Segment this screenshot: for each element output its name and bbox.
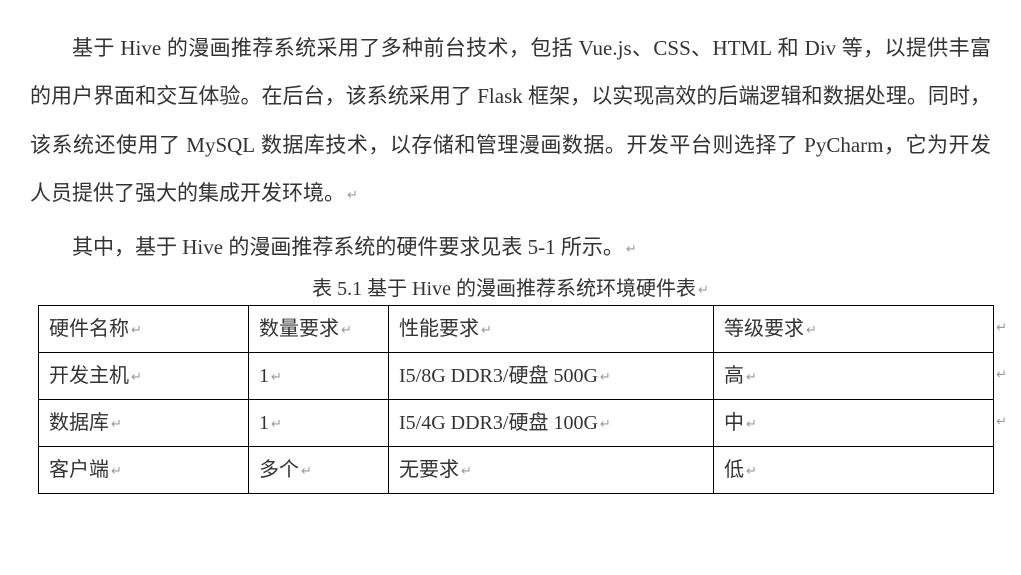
return-mark: ↵ [299,463,312,478]
latin-run: Hive [182,235,223,259]
cell-text: 1 [259,365,269,387]
latin-run: Hive [412,278,451,300]
latin-run: HTML [713,36,773,60]
table-cell: I5/4G DDR3/硬盘 100G↵ [389,400,714,447]
table-cell: 1↵ [249,400,389,447]
latin-run: PyCharm [804,133,883,157]
cell-text: 1 [259,412,269,434]
return-mark: ↵ [624,241,637,256]
table-cell: 低↵ [714,447,994,494]
cell-text: 等级要求 [724,318,804,340]
table-header-cell: 硬件名称↵ [39,306,249,353]
return-mark: ↵ [109,463,122,478]
paragraph-2-text: 其中，基于 Hive 的漫画推荐系统的硬件要求见表 5-1 所示。 [72,235,624,259]
cell-text: I5/4G DDR3/硬盘 100G [399,412,598,434]
text-run: 表 5.1 基于 [312,278,412,300]
return-mark-outer: ↵ [996,410,1007,435]
cell-text: 低 [724,459,744,481]
paragraph-2: 其中，基于 Hive 的漫画推荐系统的硬件要求见表 5-1 所示。↵ [30,223,991,271]
return-mark: ↵ [479,322,492,337]
return-mark: ↵ [598,369,611,384]
return-mark: ↵ [459,463,472,478]
table-row: 开发主机↵1↵I5/8G DDR3/硬盘 500G↵高↵↵ [39,353,994,400]
return-mark: ↵ [598,416,611,431]
table-header-cell: 性能要求↵ [389,306,714,353]
table-caption-text: 表 5.1 基于 Hive 的漫画推荐系统环境硬件表 [312,278,696,300]
return-mark: ↵ [129,369,142,384]
return-mark: ↵ [345,187,358,202]
cell-text: 硬件名称 [49,318,129,340]
cell-text: 开发主机 [49,365,129,387]
table-cell: 多个↵ [249,447,389,494]
paragraph-1-text: 基于 Hive 的漫画推荐系统采用了多种前台技术，包括 Vue.js、CSS、H… [30,36,991,205]
return-mark-outer: ↵ [996,316,1007,341]
paragraph-1: 基于 Hive 的漫画推荐系统采用了多种前台技术，包括 Vue.js、CSS、H… [30,24,991,217]
cell-text: 中 [724,412,744,434]
text-run: 和 [772,36,805,60]
text-run: 其中，基于 [72,235,182,259]
text-run: 数据库技术，以存储和管理漫画数据。开发平台则选择了 [255,133,804,157]
table-row: 硬件名称↵数量要求↵性能要求↵等级要求↵↵ [39,306,994,353]
return-mark: ↵ [129,322,142,337]
table-cell: 高↵↵ [714,353,994,400]
text-run: 、 [691,36,713,60]
latin-run: Div [805,36,837,60]
table-cell: I5/8G DDR3/硬盘 500G↵ [389,353,714,400]
cell-text: 数量要求 [259,318,339,340]
table-caption: 表 5.1 基于 Hive 的漫画推荐系统环境硬件表↵ [30,273,991,305]
table-cell: 数据库↵ [39,400,249,447]
latin-run: MySQL [186,133,255,157]
latin-run: Hive [120,36,161,60]
text-run: 的漫画推荐系统环境硬件表 [451,278,696,300]
return-mark: ↵ [744,416,757,431]
cell-text: 多个 [259,459,299,481]
return-mark: ↵ [269,416,282,431]
return-mark: ↵ [109,416,122,431]
table-row: 数据库↵1↵I5/4G DDR3/硬盘 100G↵中↵↵ [39,400,994,447]
return-mark: ↵ [744,463,757,478]
table-cell: 客户端↵ [39,447,249,494]
text-run: 、 [632,36,654,60]
cell-text: I5/8G DDR3/硬盘 500G [399,365,598,387]
table-cell: 无要求↵ [389,447,714,494]
return-mark: ↵ [269,369,282,384]
return-mark: ↵ [339,322,352,337]
text-run: 的漫画推荐系统的硬件要求见表 5-1 所示。 [223,235,624,259]
table-row: 客户端↵多个↵无要求↵低↵ [39,447,994,494]
hardware-table: 硬件名称↵数量要求↵性能要求↵等级要求↵↵开发主机↵1↵I5/8G DDR3/硬… [38,305,994,494]
cell-text: 无要求 [399,459,459,481]
table-cell: 中↵↵ [714,400,994,447]
table-cell: 开发主机↵ [39,353,249,400]
cell-text: 客户端 [49,459,109,481]
cell-text: 高 [724,365,744,387]
text-run: 的漫画推荐系统采用了多种前台技术，包括 [161,36,578,60]
return-mark-outer: ↵ [996,363,1007,388]
table-header-cell: 数量要求↵ [249,306,389,353]
return-mark: ↵ [744,369,757,384]
latin-run: Vue.js [579,36,632,60]
return-mark: ↵ [696,282,709,297]
text-run: 基于 [72,36,120,60]
table-cell: 1↵ [249,353,389,400]
return-mark: ↵ [804,322,817,337]
cell-text: 数据库 [49,412,109,434]
cell-text: 性能要求 [399,318,479,340]
document-page: 基于 Hive 的漫画推荐系统采用了多种前台技术，包括 Vue.js、CSS、H… [0,0,1021,504]
table-header-cell: 等级要求↵↵ [714,306,994,353]
latin-run: Flask [477,84,523,108]
latin-run: CSS [653,36,690,60]
